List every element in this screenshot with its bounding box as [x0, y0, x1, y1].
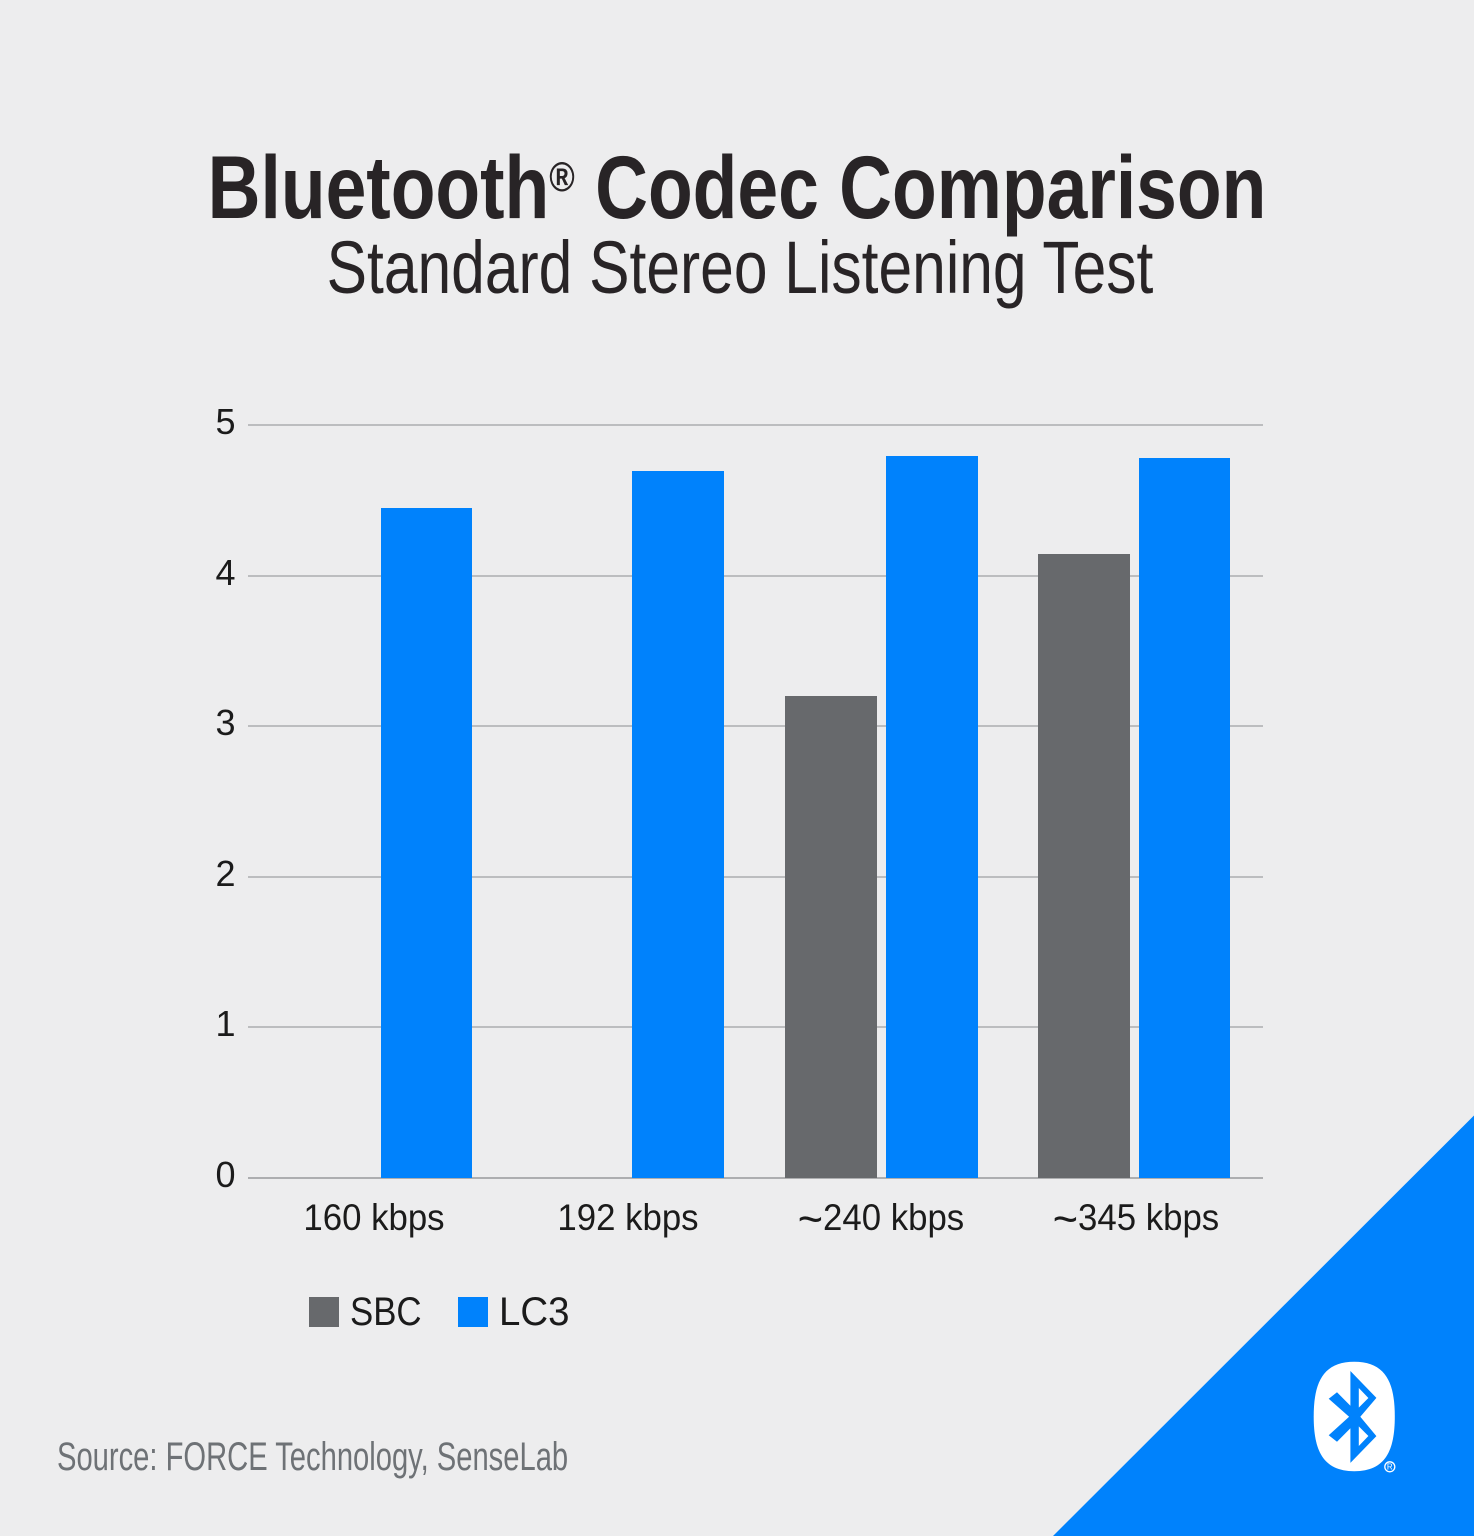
- svg-text:R: R: [1387, 1463, 1393, 1472]
